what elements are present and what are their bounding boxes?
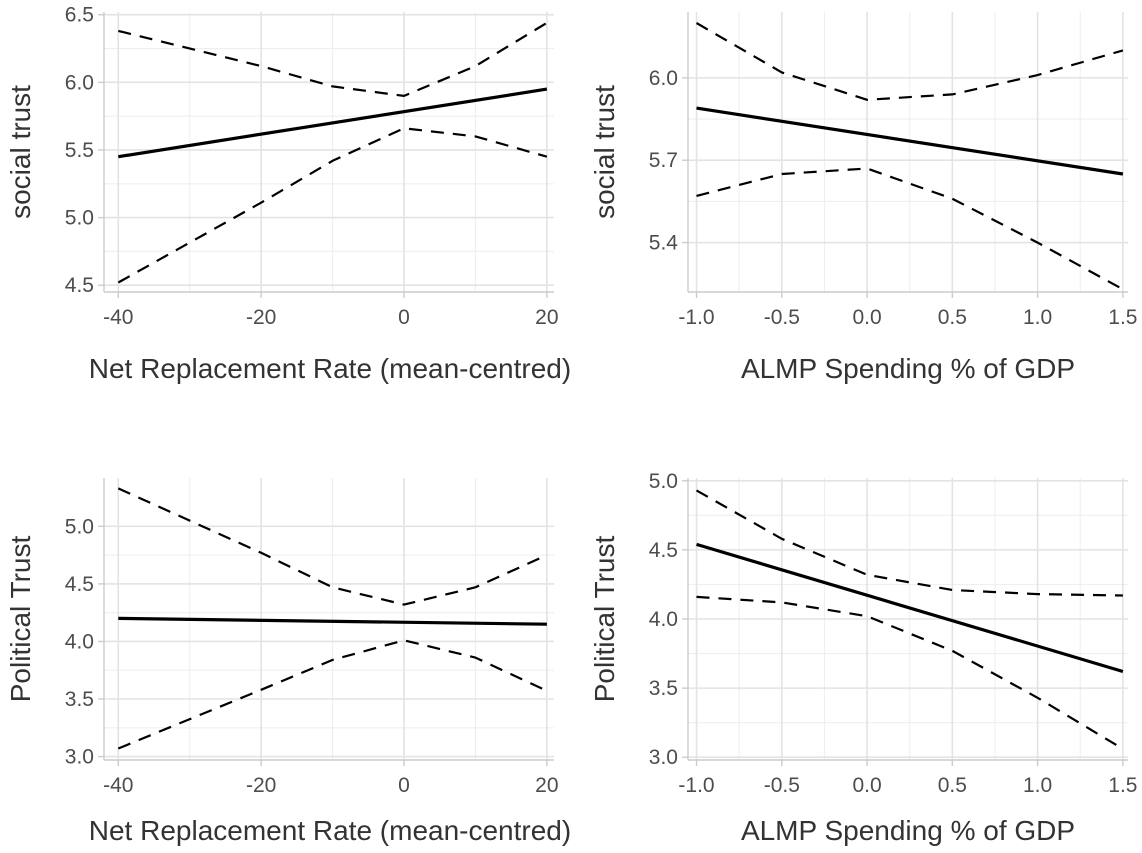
x-tick-label: 20 [535, 774, 558, 797]
estimate-line [118, 616, 547, 626]
y-tick-label: 3.0 [649, 746, 678, 769]
ci-upper-line [695, 489, 1123, 597]
ci-upper-line [118, 21, 548, 98]
ci-lower-line [696, 595, 1124, 750]
estimate-line [696, 106, 1124, 176]
x-tick-label: 0.5 [938, 306, 967, 329]
x-tick-label: -1.0 [678, 306, 714, 329]
y-tick-label: 5.0 [65, 207, 94, 230]
y-axis-title: social trust [5, 85, 36, 219]
panel-3: -40 -20 0 20 3.0 3.5 4.0 4.5 5.0 Net Replacement … [5, 478, 571, 846]
y-tick-label: 5.0 [649, 470, 678, 493]
y-tick-label: 6.0 [649, 67, 678, 90]
x-tick-label: -0.5 [764, 774, 800, 797]
x-tick-label: 1.0 [1023, 774, 1052, 797]
estimate-line [118, 87, 548, 159]
y-axis-title: Political Trust [5, 536, 36, 703]
y-tick-label: 6.0 [65, 71, 94, 94]
y-tick-label: 4.5 [65, 274, 94, 297]
y-tick-label: 3.5 [65, 688, 94, 711]
x-tick-label: 0.0 [852, 774, 881, 797]
x-tick-label: -40 [103, 306, 133, 329]
x-tick-label: -20 [246, 774, 276, 797]
y-tick-label: 5.7 [649, 149, 678, 172]
y-axis-title: Political Trust [589, 536, 620, 703]
ci-lower-line [696, 167, 1124, 291]
estimate-line [696, 542, 1124, 674]
panel-2: -1.0 -0.5 0.0 0.5 1.0 1.5 5.4 5.7 6.0 ALMP Spendi… [589, 12, 1137, 384]
x-tick-label: -40 [103, 774, 133, 797]
ci-lower-line [117, 639, 548, 750]
y-tick-label: 3.5 [649, 677, 678, 700]
y-tick-label: 4.5 [649, 539, 678, 562]
panel-1: -40 -20 0 20 4.5 5.0 5.5 6.0 6.5 Net Replacement … [5, 4, 571, 384]
x-tick-label: -0.5 [764, 306, 800, 329]
y-tick-label: 3.0 [65, 746, 94, 769]
x-tick-label: -20 [246, 306, 276, 329]
x-axis-title: Net Replacement Rate (mean-centred) [89, 353, 571, 384]
y-tick-label: 6.5 [65, 4, 94, 27]
x-tick-label: 20 [535, 306, 558, 329]
x-axis-title: ALMP Spending % of GDP [741, 815, 1075, 846]
y-tick-label: 5.4 [649, 232, 679, 255]
y-tick-label: 5.5 [65, 139, 94, 162]
x-tick-label: 1.5 [1108, 774, 1137, 797]
ci-upper-line [117, 487, 548, 606]
x-tick-label: 0.0 [852, 306, 881, 329]
ci-lower-line [117, 127, 548, 284]
y-tick-label: 4.5 [65, 573, 94, 596]
x-tick-label: 0 [398, 774, 410, 797]
panel-4: -1.0 -0.5 0.0 0.5 1.0 1.5 3.0 3.5 4.0 4.5 5.0 ALMP … [589, 470, 1137, 846]
ci-upper-line [695, 22, 1124, 101]
x-axis-title: Net Replacement Rate (mean-centred) [89, 815, 571, 846]
x-tick-label: -1.0 [678, 774, 714, 797]
x-tick-label: 1.5 [1108, 306, 1137, 329]
y-tick-label: 4.0 [649, 608, 678, 631]
y-tick-label: 4.0 [65, 630, 94, 653]
y-axis-title: social trust [589, 85, 620, 219]
y-tick-label: 5.0 [65, 515, 94, 538]
x-tick-label: 1.0 [1023, 306, 1052, 329]
x-tick-label: 0 [398, 306, 410, 329]
x-axis-title: ALMP Spending % of GDP [741, 353, 1075, 384]
x-tick-label: 0.5 [938, 774, 967, 797]
